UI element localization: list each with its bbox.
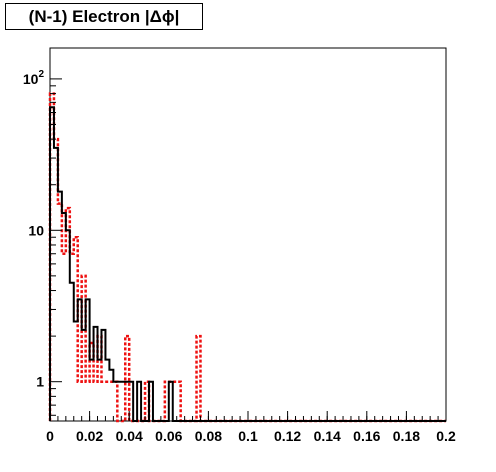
- x-tick-label: 0.14: [314, 428, 341, 444]
- x-tick-label: 0.1: [238, 428, 258, 444]
- chart-title: (N-1) Electron |Δϕ|: [5, 3, 203, 30]
- y-tick-label: 1: [36, 374, 44, 390]
- x-tick-label: 0.02: [76, 428, 103, 444]
- x-tick-label: 0.2: [436, 428, 456, 444]
- x-tick-label: 0.08: [195, 428, 222, 444]
- y-tick-label: 10: [28, 222, 44, 238]
- x-tick-label: 0.04: [116, 428, 143, 444]
- histogram-series-black-solid: [49, 106, 446, 422]
- x-tick-label: 0.06: [155, 428, 182, 444]
- x-tick-label: 0.16: [353, 428, 380, 444]
- x-tick-label: 0.12: [274, 428, 301, 444]
- x-tick-label: 0: [46, 428, 54, 444]
- y-tick-label: 102: [23, 69, 45, 87]
- histogram-series-red-dashed: [48, 92, 446, 423]
- x-tick-label: 0.18: [393, 428, 420, 444]
